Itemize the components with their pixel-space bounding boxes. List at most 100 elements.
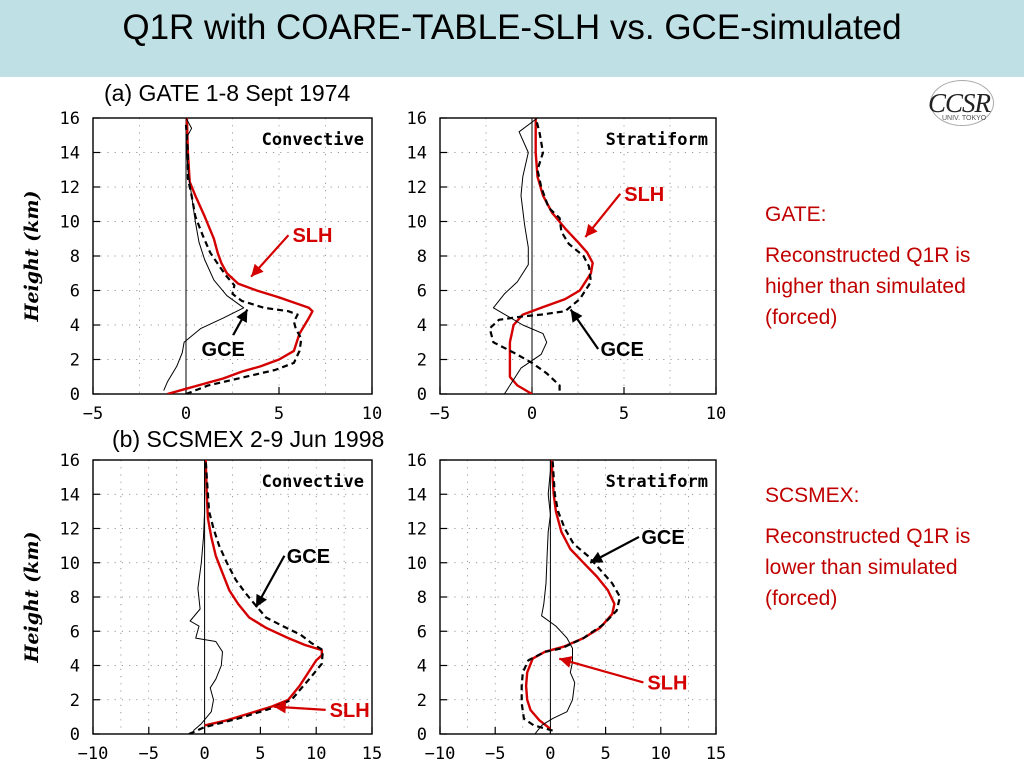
x-tick-label: −10 [425,744,456,764]
annotation-gce: GCE [202,339,245,361]
gate-note: GATE: Reconstructed Q1R is higher than s… [765,199,1015,333]
y-tick-label: 14 [60,144,80,164]
series-gce-line [520,460,622,732]
series-slh-line [524,460,616,730]
panel-type-label: Convective [262,472,364,492]
series-other-line [534,460,576,734]
annotation-arrow-head [255,593,267,608]
scsmex-note-heading: SCSMEX: [765,484,860,507]
y-tick-label: 14 [60,485,80,505]
y-tick-label: 10 [407,213,427,233]
y-tick-label: 12 [407,520,427,540]
logo-text: CCSR [928,88,991,118]
y-tick-label: 4 [417,316,427,336]
scsmex-note-text: Reconstructed Q1R is lower than simulate… [765,525,971,610]
series-other-line [189,460,223,731]
series-slh-line [204,460,323,727]
y-tick-label: 8 [417,247,427,267]
x-tick-label: −5 [485,744,505,764]
y-tick-label: 12 [60,178,80,198]
gate-note-heading: GATE: [765,203,827,226]
annotation-arrow-head [590,551,604,563]
panel-type-label: Convective [262,130,364,150]
annotation-arrow-line [558,657,644,684]
y-tick-label: 0 [70,385,80,405]
annotation-slh: SLH [647,672,687,694]
y-tick-label: 2 [70,691,80,711]
y-tick-label: 8 [70,247,80,267]
panel-type-label: Stratiform [606,472,708,492]
y-tick-label: 0 [417,385,427,405]
logo-ring [930,80,994,126]
annotation-slh: SLH [292,225,332,247]
chart-3: −10 −5 0 5 10 15 0 2 4 6 8 10 12 14 16 Convective Height… [21,451,382,764]
y-tick-label: 10 [60,213,80,233]
annotation-arrow-head [236,309,248,323]
x-tick-label: 5 [274,404,284,424]
y-axis-label: Height (km) [21,532,43,664]
y-tick-label: 16 [60,451,80,471]
y-tick-label: 0 [417,725,427,745]
panel-b-title: (b) SCSMEX 2-9 Jun 1998 [110,426,387,453]
y-tick-label: 16 [407,109,427,129]
y-tick-label: 8 [70,588,80,608]
x-tick-label: 15 [706,744,726,764]
x-tick-label: −5 [83,404,103,424]
annotation-arrow-head [585,223,598,238]
x-tick-label: 10 [706,404,726,424]
x-tick-label: 15 [362,744,382,764]
series-gce-line [184,124,303,394]
x-tick-label: 10 [306,744,326,764]
annotation-arrow-head [570,309,583,323]
series-other-line [492,118,548,394]
annotation-gce: GCE [641,527,684,549]
scsmex-note: SCSMEX: Reconstructed Q1R is lower than … [765,480,1015,614]
y-tick-label: 4 [70,657,80,677]
x-tick-label: 5 [600,744,610,764]
y-tick-label: 14 [407,485,427,505]
y-tick-label: 2 [417,351,427,371]
x-tick-label: 0 [199,744,209,764]
y-tick-label: 6 [70,622,80,642]
annotation-gce: GCE [287,546,330,568]
annotation-slh: SLH [624,184,664,206]
y-tick-label: 16 [60,109,80,129]
x-tick-label: 10 [362,404,382,424]
annotation-arrow-head [559,656,573,668]
series-other-line [163,118,245,391]
y-tick-label: 6 [417,282,427,302]
gate-note-text: Reconstructed Q1R is higher than simulat… [765,244,971,329]
y-tick-label: 4 [417,657,427,677]
y-tick-label: 14 [407,144,427,164]
y-tick-label: 12 [60,520,80,540]
y-tick-label: 10 [60,554,80,574]
y-tick-label: 0 [70,725,80,745]
y-tick-label: 2 [417,691,427,711]
y-axis-label: Height (km) [21,191,43,323]
y-tick-label: 12 [407,178,427,198]
annotation-arrow-head [251,263,264,277]
slide-title: Q1R with COARE-TABLE-SLH vs. GCE-simulat… [122,8,902,47]
ccsr-logo: CCSR UNIV. TOKYO [922,78,1002,136]
annotation-arrow-head [273,701,287,714]
x-tick-label: −5 [139,744,159,764]
panel-type-label: Stratiform [606,130,708,150]
y-tick-label: 6 [417,622,427,642]
annotation-gce: GCE [600,339,643,361]
logo-subtext: UNIV. TOKYO [942,115,987,122]
series-slh-line [508,118,594,394]
series-gce-line [188,460,324,734]
x-tick-label: 0 [527,404,537,424]
title-bar [0,0,1024,77]
x-tick-label: 5 [255,744,265,764]
panel-a-title: (a) GATE 1-8 Sept 1974 [102,80,353,107]
y-tick-label: 10 [407,554,427,574]
y-tick-label: 2 [70,351,80,371]
chart-4: −10 −5 0 5 10 15 0 2 4 6 8 10 12 14 16 Stratiform GCE SLH [407,451,727,764]
x-tick-label: 0 [181,404,191,424]
x-tick-label: −5 [430,404,450,424]
x-tick-label: 5 [619,404,629,424]
x-tick-label: −10 [78,744,109,764]
